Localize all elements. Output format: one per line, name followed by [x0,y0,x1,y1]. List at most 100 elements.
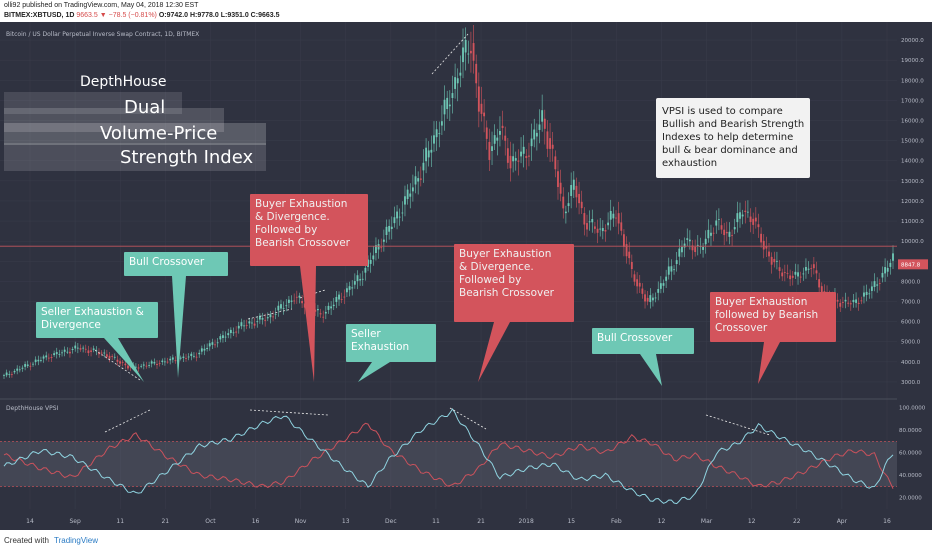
x-tick-label: 21 [477,518,485,525]
candle-body [889,262,892,267]
logo-band-2 [4,108,224,132]
candle-body [382,239,385,242]
candle-body [551,144,554,149]
candle-body [21,367,24,369]
candle-body [79,348,82,350]
candle-body [823,291,826,292]
candle-body [198,352,201,355]
candle-body [480,103,483,114]
logo-band-4 [4,143,266,171]
candle-body [166,361,169,363]
callout-text: Buyer Exhaustion followed by Bearish Cross… [715,296,818,334]
candle-body [266,317,269,319]
candle-body [501,125,504,129]
x-tick-label: Sep [69,518,81,525]
x-tick-label: 22 [793,518,801,525]
vpsi-bear-line [3,422,894,489]
candle-body [240,322,243,327]
candle-body [754,217,757,222]
tradingview-logo[interactable]: TradingView [54,536,99,545]
candle-body [773,258,776,263]
candle-body [419,178,422,180]
candle-body [884,267,887,274]
candle-body [293,300,296,302]
x-tick-label: Nov [295,518,307,525]
callout-text-line: Divergence [41,319,101,331]
candle-body [617,213,620,224]
info-text-line: bull & bear dominance and [662,145,798,156]
candle-body [438,133,441,135]
candle-body [224,336,227,338]
candle-body [462,47,464,63]
candle-body [359,279,362,281]
candle-body [208,343,211,347]
x-tick-label: 16 [883,518,891,525]
candle-body [406,189,409,200]
candle-body [876,284,879,286]
candle-body [557,171,559,188]
candle-body [190,353,193,357]
callout-text-line: Crossover [715,322,768,334]
candle-body [731,234,734,236]
candle-body [322,316,325,318]
callout-text-line: Bull Crossover [597,332,673,344]
candle-body [559,182,562,194]
candle-body [633,274,636,282]
candle-body [483,112,486,117]
candle-body [810,268,813,270]
candle-body [725,231,728,234]
x-tick-label: 2018 [519,518,534,525]
candle-body [367,259,369,267]
candle-body [84,348,87,350]
candle-body [704,238,707,245]
candle-body [100,352,103,354]
candle-body [261,318,264,320]
candle-body [496,137,499,141]
y-tick-label: 5000.0 [901,340,921,346]
candle-body [58,354,61,355]
candle-body [319,313,322,315]
candle-body [847,302,850,304]
x-tick-label: 11 [432,518,440,525]
callout-text-line: Buyer Exhaustion [255,198,347,210]
candle-body [140,365,143,367]
candle-body [82,347,85,349]
candle-body [805,266,807,271]
vdash-4 [705,414,771,436]
candle-body [538,124,541,130]
x-tick-label: 14 [26,518,34,525]
candle-body [794,271,797,275]
vpsi-y-tick-label: 60.0000 [899,451,922,457]
candle-body [380,247,383,249]
candle-body [514,158,517,161]
x-tick-label: Mar [701,518,713,525]
x-tick-label: 15 [567,518,575,525]
candle-body [274,313,277,315]
callout: Seller Exhaustion & Divergence [36,302,158,382]
candle-body [251,322,253,324]
candle-body [768,251,770,257]
y-tick-label: 4000.0 [901,360,921,366]
callout-box [454,244,574,322]
candle-body [103,352,106,354]
candle-body [390,226,393,229]
y-tick-label: 19000.0 [901,58,924,64]
callouts: Seller Exhaustion & Divergence Bull Crosso… [36,194,836,386]
vpsi-y-tick-label: 100.0000 [899,406,926,412]
candle-body [142,364,145,366]
y-axis[interactable]: 3000.04000.05000.06000.07000.08000.09000… [897,22,932,530]
candle-body [818,279,821,288]
callout-box [592,328,694,354]
candle-body [171,357,174,360]
candle-body [535,132,538,137]
price-chart-svg[interactable]: Bitcoin / US Dollar Perpetual Inverse Sw… [0,22,932,530]
candle-body [108,355,111,359]
candle-body [741,214,744,217]
candle-body [404,196,406,205]
chart-area[interactable]: Bitcoin / US Dollar Perpetual Inverse Sw… [0,22,932,530]
candle-body [886,267,889,272]
vpsi-band-fill [0,441,897,487]
x-axis[interactable]: 14 Sep 11 21 Oct 16 Nov 13 Dec 11 21 2018 15 Feb 12 Mar… [0,509,932,530]
candle-body [562,196,565,209]
callout-text-line: Buyer Exhaustion [459,248,551,260]
